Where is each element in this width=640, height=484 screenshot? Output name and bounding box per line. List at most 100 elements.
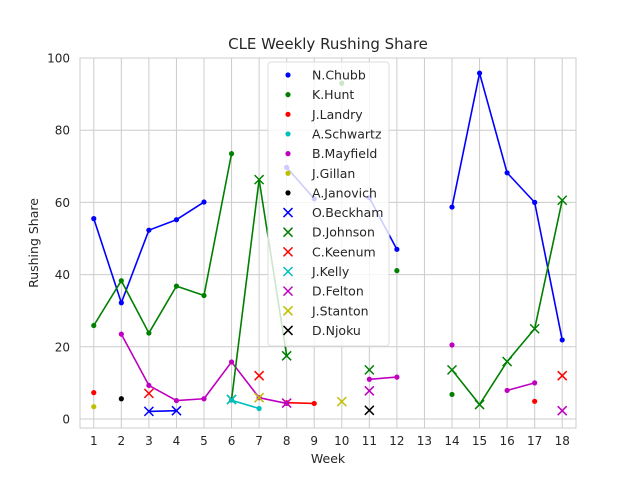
data-point (228, 359, 235, 365)
legend-label: C.Keenum (312, 244, 376, 259)
data-point (504, 387, 510, 394)
data-point (557, 195, 568, 206)
data-point (364, 364, 375, 375)
legend-marker (282, 266, 294, 277)
legend-marker (282, 325, 294, 336)
legend-marker (285, 92, 291, 98)
series-c-keenum (143, 370, 568, 399)
legend: N.Chubb K.Hunt J.Landry A.Schwartz B.Mayfiel… (267, 61, 390, 347)
data-point (118, 331, 124, 337)
data-point (281, 398, 292, 409)
legend-label: K.Hunt (312, 87, 354, 102)
series-line-segment (148, 218, 177, 231)
legend-marker (282, 286, 294, 297)
legend-marker (282, 305, 294, 316)
x-tick-label: 15 (472, 434, 487, 448)
data-point (532, 199, 538, 205)
series-line-segment (478, 361, 508, 405)
x-marker-stroke (529, 323, 540, 334)
x-marker-stroke (254, 370, 265, 381)
data-point (364, 405, 375, 416)
series-o-beckham (143, 405, 182, 417)
data-point (146, 227, 152, 233)
legend-label: B.Mayfield (312, 146, 377, 161)
data-point (146, 330, 152, 336)
data-point (557, 405, 568, 416)
y-tick-label: 60 (55, 196, 70, 210)
series-line-segment (369, 376, 397, 381)
data-point (446, 364, 458, 375)
x-tick-label: 17 (527, 434, 542, 448)
series-line-segment (533, 202, 564, 341)
data-point (173, 397, 180, 404)
x-tick-label: 4 (173, 434, 181, 448)
series-line-segment (506, 328, 536, 363)
legend-label: J.Stanton (311, 303, 369, 318)
data-point (281, 350, 292, 361)
x-tick-label: 18 (555, 434, 570, 448)
series-line-segment (231, 399, 260, 410)
data-point (91, 404, 97, 410)
x-tick-label: 5 (200, 434, 208, 448)
series-line-segment (478, 72, 508, 174)
x-tick-label: 1 (90, 434, 98, 448)
data-point (449, 342, 455, 348)
x-marker-stroke (282, 305, 294, 316)
series-a-janovich (118, 396, 124, 402)
x-marker-stroke (364, 385, 375, 396)
data-point (474, 399, 485, 410)
data-point (559, 337, 565, 343)
x-marker-stroke (282, 246, 294, 257)
data-point (364, 385, 375, 396)
data-point (336, 396, 347, 407)
x-marker-stroke (282, 227, 294, 238)
legend-label: O.Beckham (312, 205, 383, 220)
series-line-segment (286, 401, 315, 405)
legend-marker (285, 170, 291, 176)
x-marker-stroke (502, 356, 513, 367)
data-point (226, 394, 237, 405)
series-line-segment (148, 384, 177, 402)
x-tick-label: 2 (118, 434, 126, 448)
y-tick-label: 80 (55, 124, 70, 138)
x-marker-stroke (364, 364, 375, 375)
x-marker-stroke (557, 405, 568, 416)
x-tick-label: 11 (362, 434, 377, 448)
x-tick-label: 12 (389, 434, 404, 448)
x-marker-stroke (143, 388, 154, 399)
x-tick-label: 13 (417, 434, 432, 448)
data-point (254, 370, 265, 381)
series-line-segment (203, 153, 233, 296)
x-tick-label: 14 (444, 434, 459, 448)
x-marker-stroke (282, 325, 294, 336)
series-line-segment (176, 201, 205, 221)
x-tick-label: 10 (334, 434, 349, 448)
legend-label: D.Njoku (312, 323, 361, 338)
series-line-segment (506, 172, 536, 203)
legend-label: J.Gillan (311, 166, 355, 181)
data-point (529, 323, 540, 334)
series-line-segment (230, 179, 260, 400)
series-line-segment (506, 382, 535, 392)
series-line-segment (120, 333, 150, 386)
data-point (504, 170, 510, 176)
legend-label: A.Janovich (312, 185, 377, 200)
legend-label: N.Chubb (312, 68, 366, 83)
x-marker-stroke (364, 405, 375, 416)
x-marker-stroke (171, 405, 182, 416)
data-point (91, 322, 97, 329)
data-point (502, 356, 513, 367)
data-point (532, 398, 538, 404)
legend-label: A.Schwartz (312, 126, 382, 141)
data-point (394, 268, 400, 274)
legend-box (267, 61, 390, 347)
x-marker-stroke (254, 174, 265, 185)
series-line-segment (148, 409, 177, 413)
data-point (476, 70, 483, 76)
data-point (449, 391, 455, 398)
data-point (91, 216, 97, 222)
legend-label: J.Kelly (311, 264, 350, 279)
x-tick-label: 7 (255, 434, 263, 448)
data-point (532, 380, 538, 386)
